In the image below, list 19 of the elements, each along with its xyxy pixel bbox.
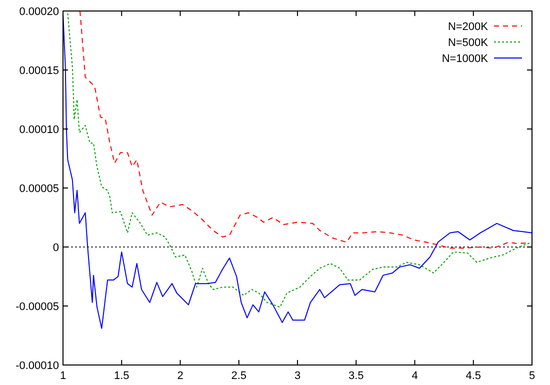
- x-tick-label: 5: [528, 370, 536, 382]
- legend-label: N=1000K: [442, 53, 489, 65]
- x-tick-label: 4: [412, 370, 418, 382]
- y-tick-label: 0.00005: [19, 183, 59, 195]
- y-tick-label: 0.00015: [19, 65, 59, 77]
- y-tick-label: 0: [52, 242, 59, 254]
- x-tick-label: 1.5: [114, 370, 130, 382]
- y-tick-label: 0.00010: [19, 124, 59, 136]
- legend-label: N=200K: [448, 21, 489, 33]
- x-tick-label: 3: [294, 370, 301, 382]
- x-tick-label: 2: [177, 370, 184, 382]
- y-tick-label: -0.00005: [16, 301, 59, 313]
- x-tick-label: 2.5: [231, 370, 247, 382]
- x-tick-label: 1: [60, 370, 66, 382]
- legend-label: N=500K: [448, 37, 489, 49]
- y-tick-label: 0.00020: [19, 6, 59, 18]
- x-tick-label: 4.5: [466, 370, 482, 382]
- y-tick-label: -0.00010: [16, 360, 59, 372]
- x-tick-label: 3.5: [348, 370, 364, 382]
